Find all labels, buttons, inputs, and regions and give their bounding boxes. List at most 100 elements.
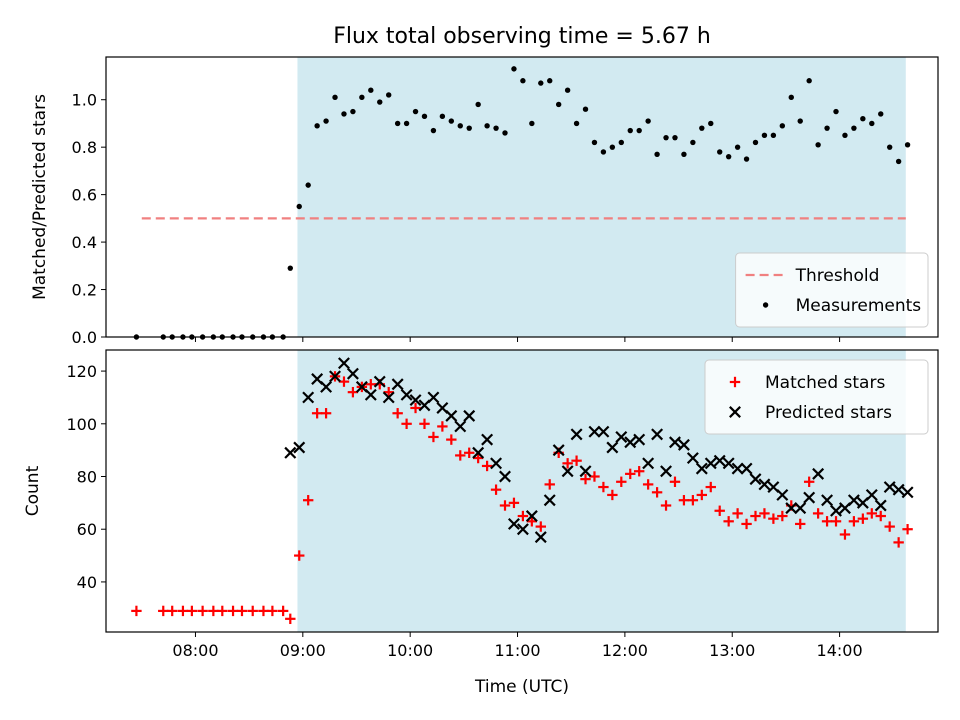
data-point xyxy=(217,605,228,617)
data-point xyxy=(377,99,383,105)
data-point xyxy=(543,494,556,507)
y-tick-label: 40 xyxy=(77,573,97,592)
data-point xyxy=(186,605,198,617)
data-point xyxy=(615,430,628,443)
data-point xyxy=(386,92,392,98)
data-point xyxy=(678,495,690,506)
y-tick-label: 100 xyxy=(66,415,97,434)
data-point xyxy=(732,508,743,519)
data-point xyxy=(677,438,690,451)
data-point xyxy=(131,605,142,617)
data-point xyxy=(893,537,904,548)
data-point xyxy=(329,370,342,383)
data-point xyxy=(314,123,320,129)
data-point xyxy=(866,508,877,519)
x-tick-label: 09:00 xyxy=(280,641,326,660)
data-point xyxy=(472,452,484,464)
data-point xyxy=(708,120,714,127)
data-point xyxy=(445,409,458,422)
data-point xyxy=(797,118,803,124)
data-point xyxy=(341,111,347,117)
axes-frame xyxy=(105,56,939,338)
data-point xyxy=(886,144,893,150)
data-point xyxy=(516,523,529,536)
data-point xyxy=(538,80,544,86)
data-point xyxy=(597,425,610,438)
data-point xyxy=(302,495,314,506)
data-point xyxy=(421,113,428,120)
data-point xyxy=(812,467,825,480)
data-point xyxy=(236,605,248,617)
data-point xyxy=(493,125,499,131)
legend-swatch xyxy=(729,376,741,388)
data-point xyxy=(803,491,816,504)
legend-label: Measurements xyxy=(796,296,922,316)
x-tick-label: 14:00 xyxy=(817,641,863,660)
data-point xyxy=(409,394,422,407)
data-point xyxy=(284,446,297,459)
ratio-panel: 0.0 0.2 0.4 0.6 0.8 1.0 Matched/Predicted star… xyxy=(30,56,939,347)
data-point xyxy=(511,66,517,72)
data-point xyxy=(464,447,475,458)
data-point xyxy=(759,508,770,519)
y-tick-label: 0.2 xyxy=(72,281,97,300)
y-tick-label: 80 xyxy=(77,468,97,487)
data-point xyxy=(588,425,601,438)
data-point xyxy=(394,120,401,127)
data-point xyxy=(607,489,618,501)
x-tick-label: 08:00 xyxy=(172,641,218,660)
data-point xyxy=(589,471,600,482)
x-tick-label: 11:00 xyxy=(494,641,540,660)
data-point xyxy=(400,388,413,401)
data-point xyxy=(645,118,651,124)
legend: Threshold Measurements xyxy=(735,252,929,328)
data-point xyxy=(752,139,759,146)
data-point xyxy=(901,486,914,499)
data-point xyxy=(350,108,356,115)
data-point xyxy=(346,367,359,380)
data-point xyxy=(725,153,732,160)
data-point xyxy=(788,94,794,101)
data-point xyxy=(681,151,687,157)
data-point xyxy=(499,500,511,511)
data-point xyxy=(302,391,315,404)
data-point xyxy=(490,457,503,470)
x-tick-label: 12:00 xyxy=(602,641,648,660)
data-point xyxy=(430,127,437,134)
data-point xyxy=(287,265,293,271)
data-point xyxy=(654,151,660,157)
data-point xyxy=(714,505,725,516)
data-point xyxy=(704,457,717,470)
legend-label: Threshold xyxy=(795,266,880,286)
data-point xyxy=(848,516,860,527)
legend-box xyxy=(735,252,929,328)
data-point xyxy=(177,605,189,617)
data-point xyxy=(320,380,333,393)
chart-title: Flux total observing time = 5.67 h xyxy=(333,24,711,49)
data-point xyxy=(651,428,664,441)
data-point xyxy=(296,203,302,210)
data-point xyxy=(454,420,467,433)
data-point xyxy=(552,444,565,457)
data-point xyxy=(320,408,332,419)
data-point xyxy=(564,87,571,93)
y-tick-label: 120 xyxy=(66,362,97,381)
data-point xyxy=(651,487,663,498)
data-point xyxy=(642,457,655,470)
data-point xyxy=(633,466,645,477)
series-predicted-stars xyxy=(284,357,914,544)
data-point xyxy=(743,156,750,162)
data-point xyxy=(758,478,771,491)
data-point xyxy=(663,134,669,141)
data-point xyxy=(481,460,493,472)
y-tick-label: 1.0 xyxy=(72,91,97,110)
axes-frame xyxy=(105,349,939,633)
data-point xyxy=(529,120,535,127)
data-point xyxy=(466,125,472,131)
series-matched-stars xyxy=(131,371,913,625)
data-point xyxy=(158,605,169,617)
data-point xyxy=(695,462,708,475)
data-point xyxy=(851,125,857,131)
data-point xyxy=(455,450,466,461)
data-point xyxy=(197,605,208,617)
